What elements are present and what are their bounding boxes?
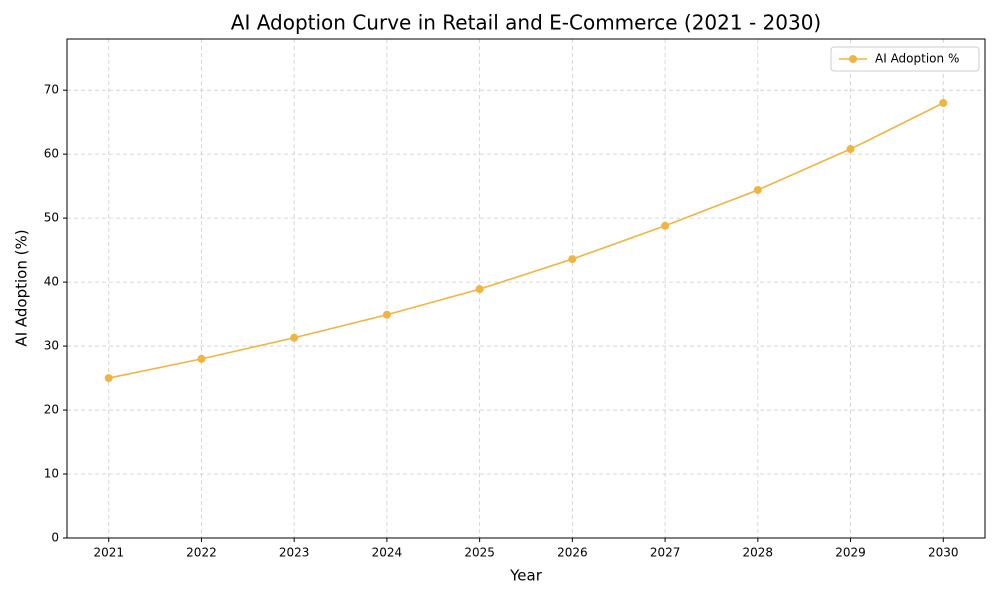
x-tick-label: 2027: [650, 546, 681, 560]
x-axis-label: Year: [509, 567, 543, 585]
y-axis-label: AI Adoption (%): [13, 229, 31, 346]
y-tick-label: 60: [44, 147, 59, 161]
chart-title: AI Adoption Curve in Retail and E-Commer…: [231, 11, 821, 35]
x-tick-label: 2024: [372, 546, 403, 560]
data-point: [846, 145, 855, 154]
data-point: [939, 98, 948, 107]
x-tick-label: 2023: [279, 546, 310, 560]
legend-label: AI Adoption %: [875, 52, 959, 66]
data-point: [197, 354, 206, 363]
y-tick-label: 30: [44, 339, 59, 353]
plot-frame: [66, 38, 986, 539]
data-point: [382, 310, 391, 319]
data-point: [475, 285, 484, 294]
y-tick-label: 10: [44, 467, 59, 481]
data-point: [104, 374, 113, 383]
x-tick-label: 2028: [743, 546, 774, 560]
data-point: [290, 333, 299, 342]
y-tick-label: 50: [44, 211, 59, 225]
legend-marker: [849, 55, 857, 63]
y-tick-label: 40: [44, 275, 59, 289]
legend-box: [830, 46, 980, 72]
data-point: [568, 255, 577, 264]
x-tick-label: 2025: [464, 546, 495, 560]
x-tick-label: 2021: [93, 546, 124, 560]
x-tick-label: 2026: [557, 546, 588, 560]
x-tick-label: 2022: [186, 546, 217, 560]
x-tick-label: 2029: [835, 546, 866, 560]
data-point: [661, 221, 670, 230]
series-line: [108, 102, 944, 379]
y-tick-label: 0: [51, 531, 59, 545]
data-point: [753, 185, 762, 194]
y-tick-label: 70: [44, 83, 59, 97]
x-tick-label: 2030: [928, 546, 959, 560]
y-tick-label: 20: [44, 403, 59, 417]
